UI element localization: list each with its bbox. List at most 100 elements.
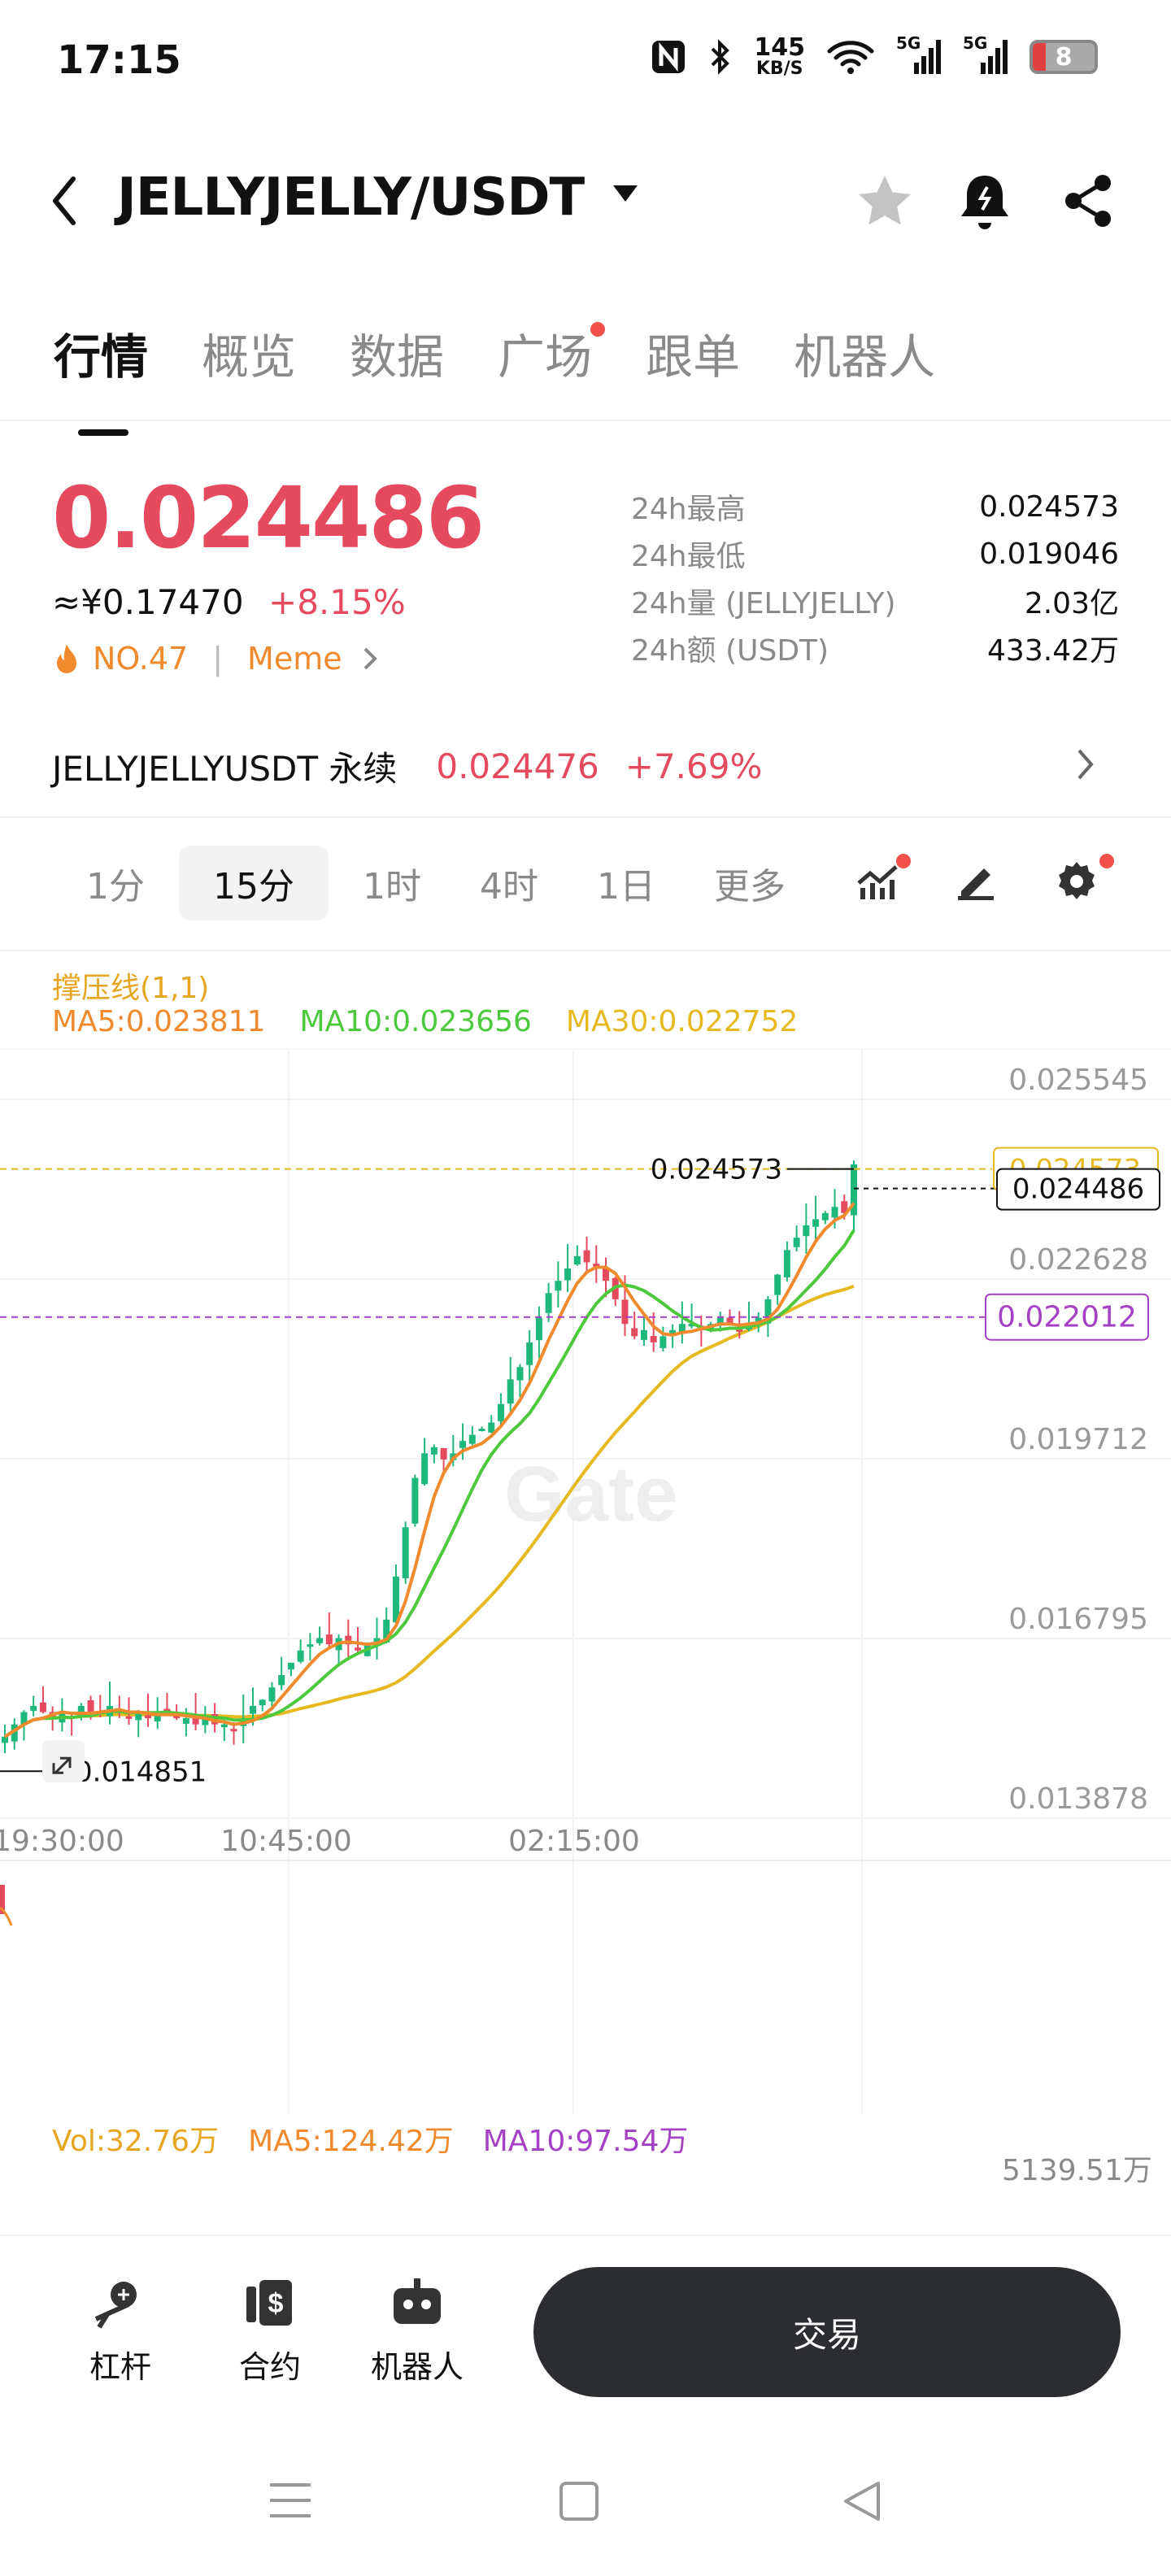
stat-label: 24h量 (JELLYJELLY) xyxy=(631,587,896,620)
robot-button[interactable]: 机器人 xyxy=(371,2277,464,2387)
separator: | xyxy=(212,641,224,677)
chevron-right-icon[interactable] xyxy=(1075,746,1096,782)
candle-body xyxy=(220,1724,228,1728)
candlestick-chart[interactable]: Gate 0.0245730.0244860.0220120.0245730.0… xyxy=(0,1049,1171,2122)
candle-body xyxy=(603,1268,610,1281)
tab-label: 行情 xyxy=(54,329,149,385)
candle-body xyxy=(230,1729,237,1732)
candle-body xyxy=(39,1702,46,1712)
vol-ma5-label: MA5:124.42万 xyxy=(248,2125,454,2158)
stat-label: 24h额 (USDT) xyxy=(631,634,829,668)
candle-body xyxy=(316,1638,324,1643)
home-square-icon[interactable] xyxy=(558,2480,600,2522)
candle-body xyxy=(11,1724,18,1742)
divider xyxy=(0,950,1171,951)
high-price-label: 0.024573 xyxy=(651,1154,782,1186)
share-icon[interactable] xyxy=(1062,172,1116,229)
candle-body xyxy=(764,1299,772,1324)
back-arrow-icon[interactable] xyxy=(49,172,81,229)
candle-body xyxy=(30,1705,37,1712)
tab-bots[interactable]: 机器人 xyxy=(794,319,935,387)
volume-axis-max: 5139.51万 xyxy=(1002,2154,1152,2187)
tab-square[interactable]: 广场 xyxy=(498,319,606,387)
draw-pen-icon[interactable] xyxy=(953,859,999,901)
battery-level: 8 xyxy=(1055,42,1073,72)
ma30-path xyxy=(3,1284,855,1738)
candle-body xyxy=(192,1716,199,1725)
main-tabs: 行情 概览 数据 广场 跟单 机器人 xyxy=(54,319,935,436)
candle-body xyxy=(478,1428,485,1431)
candle-body xyxy=(583,1250,590,1263)
interval-1d[interactable]: 1日 xyxy=(597,866,655,907)
interval-more[interactable]: 更多 xyxy=(714,866,786,907)
contract-button[interactable]: $ 合约 xyxy=(239,2277,301,2387)
stat-value: 0.024573 xyxy=(979,490,1119,524)
tab-market[interactable]: 行情 xyxy=(54,319,149,436)
signal-2: 5G xyxy=(963,33,1008,76)
vol-label: Vol:32.76万 xyxy=(52,2125,220,2158)
interval-1m[interactable]: 1分 xyxy=(86,866,145,907)
candle-body xyxy=(325,1634,333,1645)
candle-body xyxy=(803,1225,810,1237)
divider xyxy=(0,420,1171,421)
candle-body xyxy=(135,1712,142,1721)
contract-label: 合约 xyxy=(239,2349,302,2385)
indicator-icon[interactable] xyxy=(855,859,903,901)
candle-body xyxy=(812,1219,820,1227)
leverage-button[interactable]: 杠杆 xyxy=(89,2277,151,2387)
divider xyxy=(0,816,1171,818)
candle-body xyxy=(821,1212,829,1221)
chart-grid xyxy=(0,1049,1171,2114)
interval-1h[interactable]: 1时 xyxy=(363,866,421,907)
cny-price: ≈¥0.17470 xyxy=(52,582,244,622)
candle-body xyxy=(307,1644,314,1647)
dropdown-caret-icon[interactable] xyxy=(612,184,639,203)
pair-title[interactable]: JELLYJELLY/USDT xyxy=(117,168,585,228)
candle-body xyxy=(736,1329,743,1332)
candle-body xyxy=(564,1268,572,1281)
ma10-label: MA10:0.023656 xyxy=(299,1005,532,1038)
interval-15m[interactable]: 15分 xyxy=(179,846,329,920)
rank-row[interactable]: NO.47 | Meme xyxy=(52,641,380,677)
candle-body xyxy=(488,1422,495,1433)
candle-body xyxy=(507,1379,514,1404)
star-icon[interactable] xyxy=(855,172,914,231)
candle-body xyxy=(688,1324,695,1327)
perpetual-row[interactable]: JELLYJELLYUSDT 永续 0.024476 +7.69% xyxy=(52,742,762,791)
bluetooth-icon xyxy=(711,39,730,75)
tab-label: 广场 xyxy=(498,329,593,385)
contract-icon: $ xyxy=(246,2280,292,2326)
ma5-path xyxy=(3,1202,855,1738)
tab-data[interactable]: 数据 xyxy=(350,319,444,387)
leverage-label: 杠杆 xyxy=(89,2349,152,2385)
last-price: 0.024486 xyxy=(52,468,485,568)
gear-icon[interactable] xyxy=(1054,859,1099,904)
candle-body xyxy=(573,1255,581,1264)
candle-body xyxy=(125,1716,133,1719)
support-resistance-title[interactable]: 撑压线(1,1) xyxy=(52,972,210,1005)
tab-overview[interactable]: 概览 xyxy=(202,319,296,387)
menu-icon[interactable] xyxy=(268,2480,312,2521)
price-alert-bell-icon[interactable] xyxy=(956,171,1013,233)
interval-4h[interactable]: 4时 xyxy=(480,866,538,907)
tab-label: 跟单 xyxy=(646,329,741,385)
last-price-tag xyxy=(996,1168,1160,1211)
candle-body xyxy=(516,1367,524,1381)
tab-copy-trading[interactable]: 跟单 xyxy=(646,319,740,387)
expand-chart-button xyxy=(42,1740,85,1783)
candle-body xyxy=(831,1207,838,1218)
trade-button[interactable]: 交易 xyxy=(533,2267,1121,2397)
candle-body xyxy=(650,1336,657,1342)
notification-dot xyxy=(896,854,911,868)
stats-panel: 24h最高 0.024573 24h最低 0.019046 24h量 (JELLYJ… xyxy=(631,483,1119,672)
back-triangle-icon[interactable] xyxy=(841,2480,883,2522)
tab-active-indicator xyxy=(78,429,128,436)
candle-body xyxy=(678,1324,686,1333)
candle-body xyxy=(716,1317,724,1325)
stat-value: 2.03亿 xyxy=(1024,587,1119,620)
robot-label: 机器人 xyxy=(371,2349,464,2385)
fire-icon xyxy=(57,644,76,673)
volume-bar xyxy=(0,1885,5,1914)
candle-body xyxy=(173,1715,181,1719)
